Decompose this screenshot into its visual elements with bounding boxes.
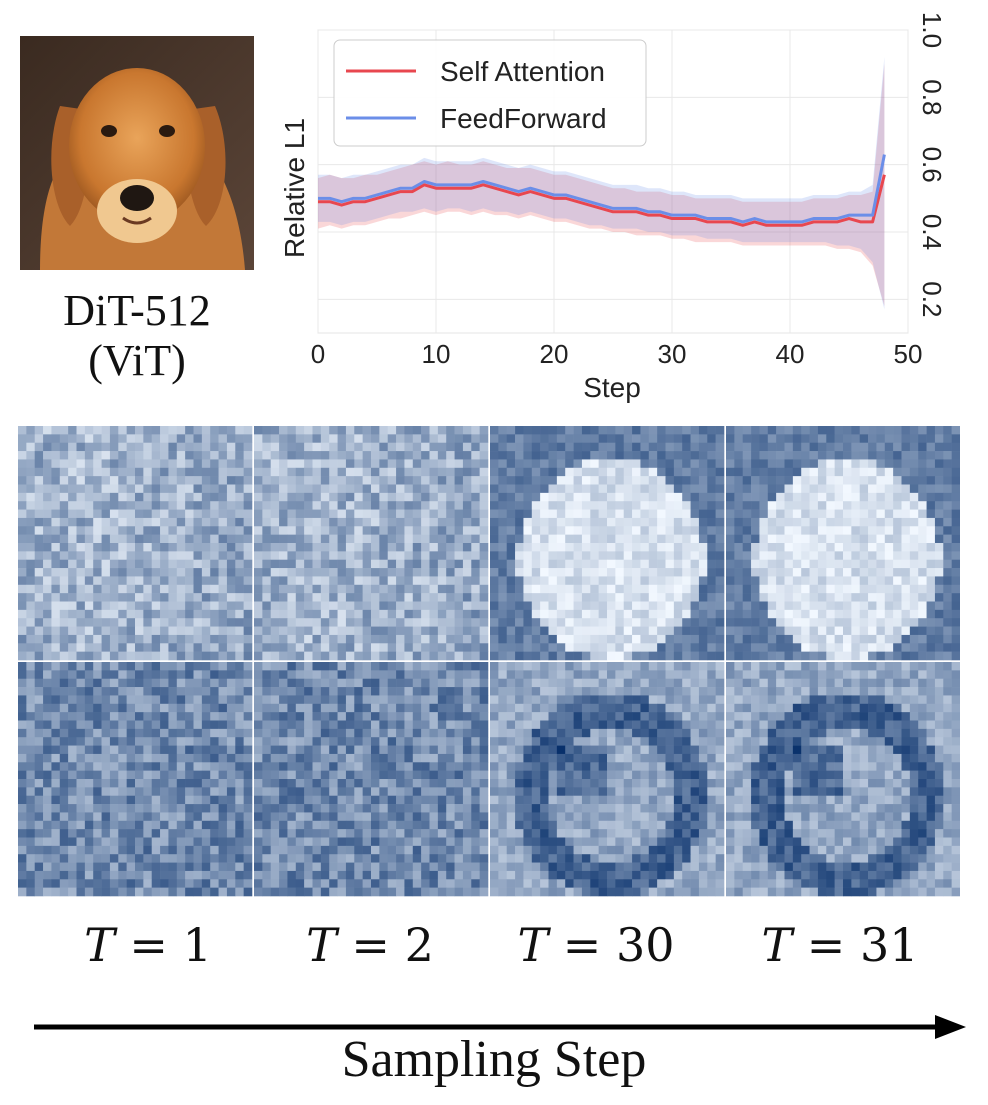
x-tick-label: 20 — [540, 339, 569, 369]
relative-l1-chart: 0 10 20 30 40 50 0.2 0.4 0.6 0.8 1.0 Step Relativ… — [279, 12, 947, 403]
y-tick-label: 0.4 — [917, 214, 947, 250]
self-attention-line — [318, 174, 886, 227]
chart-lines — [318, 154, 886, 227]
model-name: DiT-512 — [63, 286, 211, 335]
step-label-31: T = 31 — [761, 918, 919, 972]
step-label-30: T = 30 — [517, 918, 675, 972]
x-axis-label: Step — [583, 372, 641, 403]
dog-image — [20, 36, 254, 270]
heatmap-panel — [254, 426, 489, 661]
step-label-2: T = 2 — [306, 918, 434, 972]
feedforward-band — [318, 56, 885, 310]
chart-bands — [318, 56, 885, 310]
heatmap-panel — [18, 662, 253, 897]
y-tick-label: 0.8 — [917, 79, 947, 115]
step-label-1: T = 1 — [84, 918, 212, 972]
heatmap-panel — [18, 426, 253, 661]
sampling-step-label: Sampling Step — [341, 1031, 647, 1088]
x-tick-label: 40 — [776, 339, 805, 369]
heatmap-panel — [490, 662, 725, 897]
self-attention-band — [318, 63, 885, 307]
y-axis-label: Relative L1 — [279, 118, 310, 258]
x-tick-label: 50 — [894, 339, 923, 369]
heatmap-panel — [490, 426, 725, 661]
x-tick-label: 30 — [658, 339, 687, 369]
x-tick-labels: 0 10 20 30 40 50 — [311, 339, 923, 369]
attention-heatmaps — [18, 426, 960, 897]
sampling-step-arrow — [34, 1015, 966, 1039]
y-tick-label: 0.2 — [917, 281, 947, 317]
y-tick-label: 0.6 — [917, 147, 947, 183]
heatmap-panel — [254, 662, 489, 897]
feedforward-line — [318, 154, 886, 224]
heatmap-panel — [726, 662, 960, 897]
y-tick-label: 1.0 — [917, 12, 947, 48]
legend-label-self-attention: Self Attention — [440, 56, 605, 87]
x-tick-label: 10 — [422, 339, 451, 369]
model-architecture: (ViT) — [88, 336, 186, 385]
chart-legend: Self Attention FeedForward — [333, 39, 647, 147]
legend-label-feedforward: FeedForward — [440, 103, 607, 134]
y-tick-labels: 0.2 0.4 0.6 0.8 1.0 — [917, 12, 947, 317]
x-tick-label: 0 — [311, 339, 325, 369]
heatmap-panel — [726, 426, 960, 661]
